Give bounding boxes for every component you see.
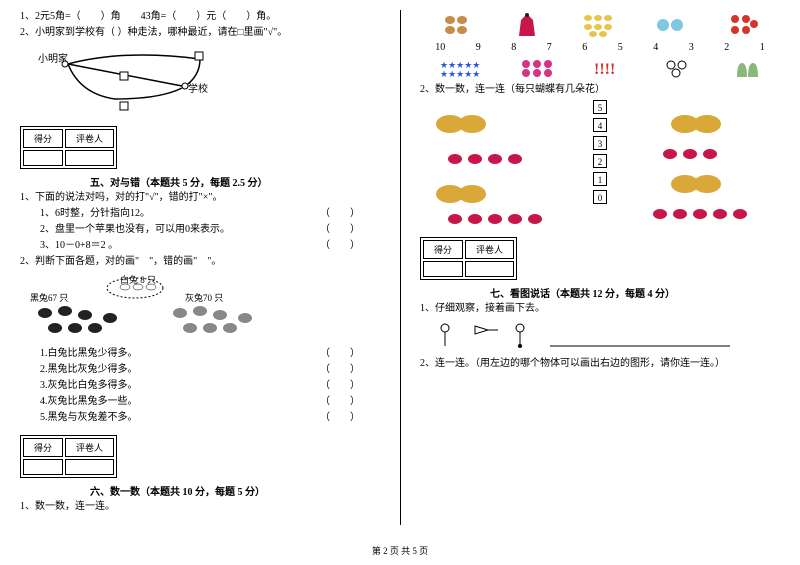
butterfly-left <box>420 99 585 229</box>
ducks-icon <box>582 12 612 38</box>
bags-icon <box>734 57 760 79</box>
left-column: 1、2元5角=（ ）角 43角=（ ）元（ ）角。 2、小明家到学校有（ ）种走… <box>0 0 400 565</box>
count-box: 3 <box>593 136 607 150</box>
paren-blank: （ ） <box>320 363 360 377</box>
rabbit-diagram: 白兔 8 只 黑兔67 只 灰兔70 只 <box>20 273 380 343</box>
right-column: 10 9 8 7 6 5 4 3 2 1 ★★★★★★★★★★ !!!! 2、数… <box>400 0 800 565</box>
pattern-diagram <box>420 320 780 353</box>
section-6-title: 六、数一数（本题共 10 分，每题 5 分） <box>90 483 380 498</box>
rabbit-item: 3.灰兔比白兔多得多。（ ） <box>40 379 380 393</box>
balloons-icon <box>655 15 685 35</box>
score-header-1: 得分 <box>23 438 63 457</box>
paren-blank: （ ） <box>320 347 360 361</box>
rabbit-item: 5.黑兔与灰兔差不多。（ ） <box>40 411 380 425</box>
soccer-icon <box>664 58 694 78</box>
s5-q1: 1、下面的说法对吗，对的打"√"，错的打"×"。 <box>20 191 380 205</box>
svg-text:★★★★★: ★★★★★ <box>440 69 480 78</box>
items-row-top <box>420 12 780 38</box>
number-row: 10 9 8 7 6 5 4 3 2 1 <box>420 42 780 53</box>
rabbit-item: 1.白兔比黑兔少得多。（ ） <box>40 347 380 361</box>
rabbit-item: 2.黑兔比灰兔少得多。（ ） <box>40 363 380 377</box>
paren-blank: （ ） <box>320 207 360 221</box>
column-divider <box>400 10 401 525</box>
worksheet-page: 1、2元5角=（ ）角 43角=（ ）元（ ）角。 2、小明家到学校有（ ）种走… <box>0 0 800 565</box>
count-box: 1 <box>593 172 607 186</box>
count-box: 0 <box>593 190 607 204</box>
paren-blank: （ ） <box>320 379 360 393</box>
s5-q2: 2、判断下面各题，对的画" "，错的画" "。 <box>20 255 380 269</box>
school-label: 学校 <box>188 80 208 95</box>
butterfly-right <box>615 99 780 229</box>
home-label: 小明家 <box>38 50 68 65</box>
s5-q1-item: 2、盘里一个苹果也没有，可以用0来表示。（ ） <box>40 223 380 237</box>
items-row-bottom: ★★★★★★★★★★ !!!! <box>420 57 780 79</box>
score-box-7: 得分评卷人 <box>420 237 517 280</box>
paren-blank: （ ） <box>320 411 360 425</box>
dogs-icon <box>442 12 472 38</box>
section-7-title: 七、看图说话（本题共 12 分，每题 4 分） <box>490 285 780 300</box>
score-header-2: 评卷人 <box>65 129 114 148</box>
butterfly-section: 5 4 3 2 1 0 <box>420 99 780 229</box>
s5-q1-item: 1、6时整，分针指向12。（ ） <box>40 207 380 221</box>
s6-q1: 1、数一数，连一连。 <box>20 500 380 514</box>
count-box: 2 <box>593 154 607 168</box>
pink-dots-icon <box>520 58 555 78</box>
rabbit-item: 4.灰兔比黑兔多一些。（ ） <box>40 395 380 409</box>
count-box: 5 <box>593 100 607 114</box>
apples-icon <box>728 12 758 38</box>
s5-q1-item: 3、10－0+8＝2 。（ ） <box>40 239 380 253</box>
score-header-2: 评卷人 <box>465 240 514 259</box>
svg-text:!!!!: !!!! <box>594 61 615 78</box>
question-2: 2、小明家到学校有（ ）种走法，哪种最近，请在□里画"√"。 <box>20 26 380 40</box>
score-header-2: 评卷人 <box>65 438 114 457</box>
score-box-5: 得分评卷人 <box>20 126 117 169</box>
page-footer: 第 2 页 共 5 页 <box>0 544 800 557</box>
stars-icon: ★★★★★★★★★★ <box>440 58 480 78</box>
score-header-1: 得分 <box>23 129 63 148</box>
count-boxes-column: 5 4 3 2 1 0 <box>585 99 615 229</box>
s7-q1: 1、仔细观察，接着画下去。 <box>420 302 780 316</box>
dress-icon <box>515 12 539 38</box>
score-box-6: 得分评卷人 <box>20 435 117 478</box>
paren-blank: （ ） <box>320 239 360 253</box>
question-1: 1、2元5角=（ ）角 43角=（ ）元（ ）角。 <box>20 10 380 24</box>
paren-blank: （ ） <box>320 223 360 237</box>
exclaim-icon: !!!! <box>594 58 624 78</box>
s7-q2: 2、连一连。（用左边的哪个物体可以画出右边的图形，请你连一连。） <box>420 357 780 371</box>
score-header-1: 得分 <box>423 240 463 259</box>
count-box: 4 <box>593 118 607 132</box>
section-5-title: 五、对与错（本题共 5 分，每题 2.5 分） <box>90 174 380 189</box>
paren-blank: （ ） <box>320 395 360 409</box>
s6-q2: 2、数一数，连一连（每只蝴蝶有几朵花） <box>420 83 780 97</box>
path-diagram: 小明家 学校 <box>20 44 380 114</box>
